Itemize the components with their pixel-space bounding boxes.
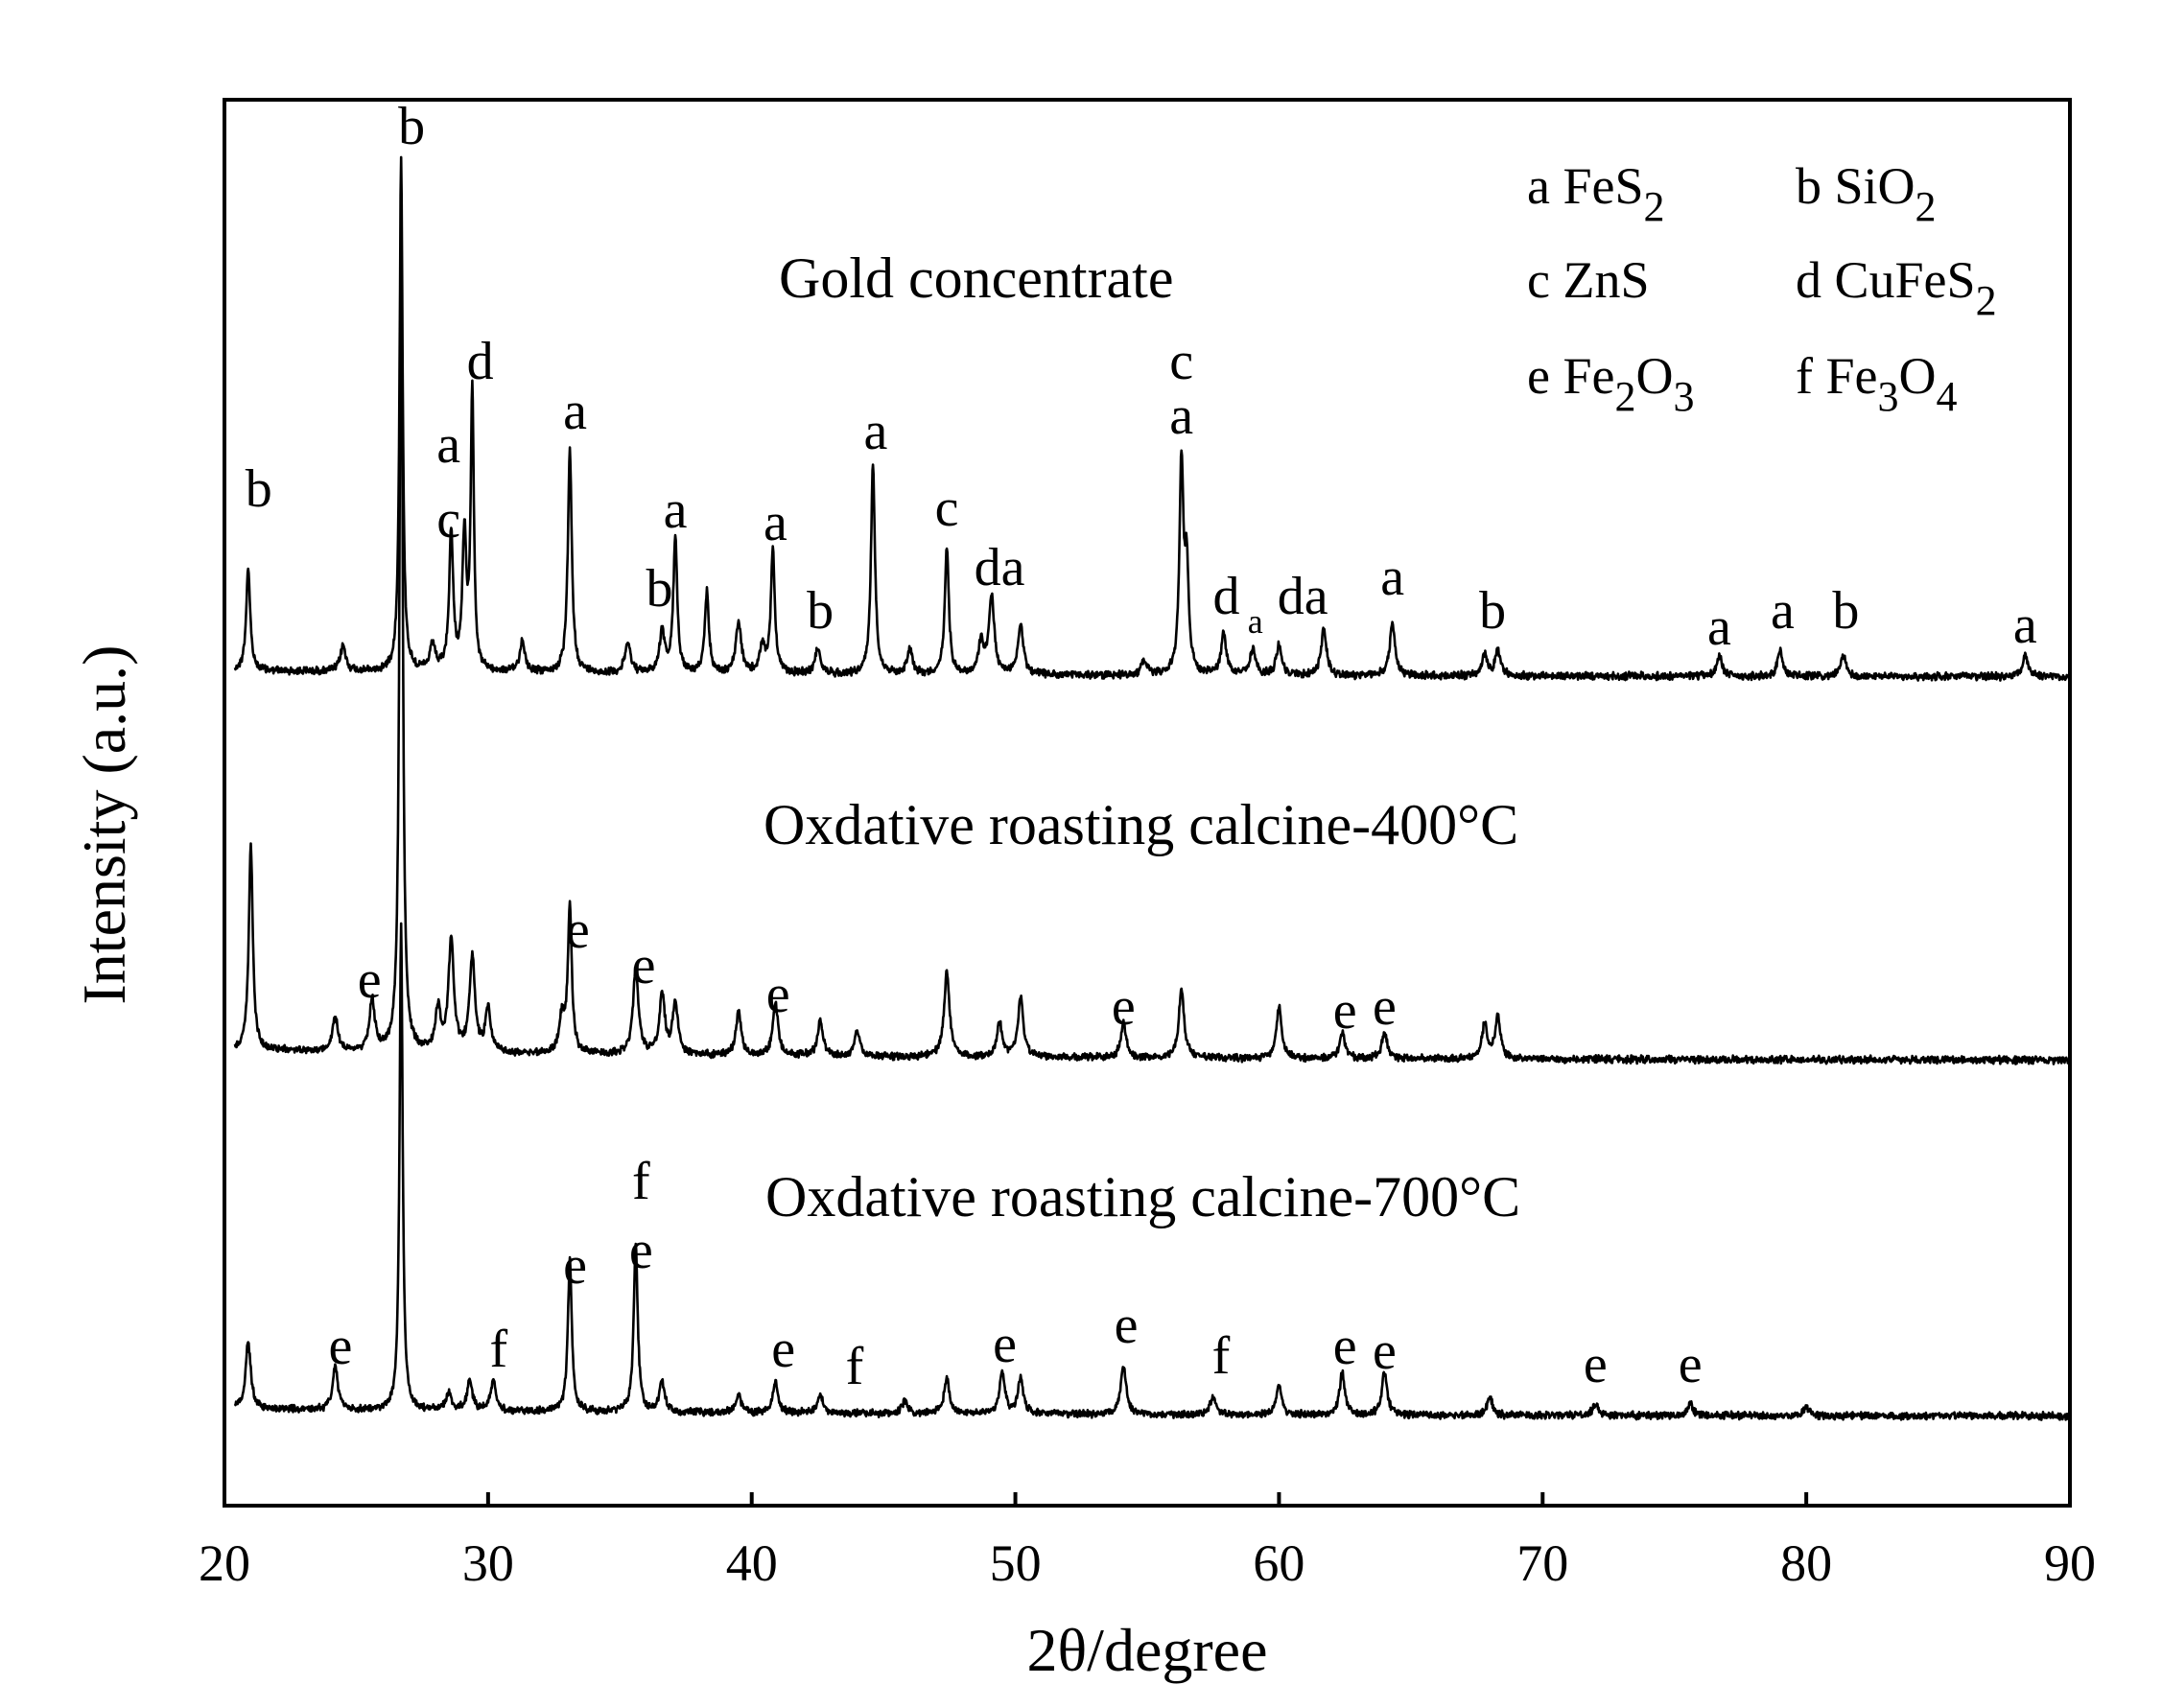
legend-label: Fe	[1563, 347, 1614, 405]
x-axis-title: 2θ/degree	[1027, 1616, 1268, 1684]
legend-label: FeS	[1563, 157, 1643, 215]
legend-entry: a FeS2	[1527, 157, 1665, 230]
peak-label: e	[566, 901, 590, 960]
x-tick-label: 30	[462, 1534, 514, 1592]
legend-entry: e Fe2O3	[1527, 347, 1694, 420]
legend-sub: 2	[1915, 183, 1937, 230]
plot-frame	[223, 98, 2072, 1508]
legend-key: d	[1796, 251, 1835, 309]
peak-label: b	[646, 559, 673, 619]
peak-label: a	[1169, 386, 1193, 446]
x-tick-label: 90	[2044, 1534, 2096, 1592]
legend-label: CuFeS	[1835, 251, 1976, 309]
legend-key: a	[1527, 157, 1563, 215]
peak-label: b	[1832, 581, 1859, 641]
peak-label: c	[935, 479, 959, 538]
peak-label: b	[398, 97, 425, 156]
x-tick-label: 20	[199, 1534, 250, 1592]
peak-label: e	[1373, 1322, 1397, 1381]
x-tick-label: 40	[726, 1534, 778, 1592]
legend-entry: c ZnS	[1527, 251, 1650, 309]
x-axis-tick-labels: 20 30 40 50 60 70 80 90	[199, 1534, 2096, 1592]
peak-label: a	[863, 402, 887, 461]
peak-label: a	[1707, 597, 1731, 657]
peak-label: a	[1248, 602, 1263, 641]
peak-label: f	[1212, 1326, 1231, 1386]
peak-label: c	[1169, 332, 1193, 391]
peak-label: a	[436, 415, 460, 475]
peak-label: f	[490, 1320, 508, 1379]
peak-label: da	[975, 538, 1025, 597]
legend-key: c	[1527, 251, 1563, 309]
x-tick-label: 50	[990, 1534, 1042, 1592]
peak-label: a	[2013, 596, 2037, 655]
peak-label: e	[766, 965, 790, 1024]
peak-label: e	[1373, 977, 1397, 1037]
legend-label: Fe	[1825, 347, 1877, 405]
legend-entry: b SiO2	[1796, 157, 1937, 230]
legend-entry: d CuFeS2	[1796, 251, 1997, 324]
peak-label: e	[629, 1221, 653, 1280]
legend-sub: 3	[1877, 373, 1898, 420]
peak-label: e	[1333, 981, 1357, 1041]
peak-label: d	[1212, 567, 1239, 626]
peak-label: a	[1380, 548, 1404, 607]
legend-label2: O	[1898, 347, 1936, 405]
series-label-calcine-400: Oxdative roasting calcine-400°C	[764, 793, 1518, 856]
peak-label: a	[764, 493, 787, 552]
series-label-calcine-700: Oxdative roasting calcine-700°C	[765, 1165, 1520, 1228]
peak-label: e	[1115, 1296, 1139, 1355]
peak-label: e	[1333, 1317, 1357, 1376]
peak-label: da	[1278, 567, 1328, 626]
peak-label: e	[632, 936, 656, 995]
peak-label: c	[436, 490, 460, 550]
peak-label: e	[771, 1320, 795, 1379]
legend-label: SiO	[1835, 157, 1915, 215]
legend-key: f	[1796, 347, 1825, 405]
peak-label: e	[329, 1317, 353, 1376]
peak-label: b	[807, 581, 834, 641]
legend-label: ZnS	[1563, 251, 1649, 309]
peak-label: d	[467, 332, 494, 391]
xrd-trace	[233, 922, 2070, 1421]
peak-label: f	[632, 1152, 650, 1211]
peak-label: e	[563, 1236, 587, 1296]
legend-sub2: 3	[1673, 373, 1694, 420]
peak-label: e	[1584, 1335, 1608, 1394]
series-label-gold-concentrate: Gold concentrate	[779, 246, 1173, 310]
peak-label: b	[246, 459, 272, 519]
legend-key: b	[1796, 157, 1835, 215]
peak-label: a	[664, 480, 688, 540]
legend-sub: 2	[1644, 183, 1665, 230]
x-tick-label: 60	[1253, 1534, 1304, 1592]
peak-label: e	[358, 950, 382, 1010]
xrd-trace	[233, 190, 2070, 1065]
peak-label: f	[846, 1337, 864, 1396]
peak-label: a	[563, 382, 587, 441]
x-tick-label: 80	[1780, 1534, 1832, 1592]
peak-label: a	[1771, 581, 1795, 641]
legend-sub: 2	[1976, 277, 1997, 324]
legend-entry: f Fe3O4	[1796, 347, 1957, 420]
x-axis-ticks	[223, 1492, 2072, 1506]
x-tick-label: 70	[1516, 1534, 1568, 1592]
legend-label2: O	[1635, 347, 1673, 405]
legend-sub2: 4	[1936, 373, 1957, 420]
peak-label: e	[993, 1315, 1017, 1374]
legend-key: e	[1527, 347, 1563, 405]
peak-label: e	[1112, 977, 1136, 1037]
diffraction-patterns	[233, 155, 2070, 1421]
peak-label: b	[1479, 581, 1506, 641]
xrd-trace	[233, 155, 2070, 682]
legend-sub: 2	[1614, 373, 1635, 420]
y-axis-title: Intensity (a.u.)	[70, 645, 138, 1005]
peak-label: e	[1679, 1335, 1703, 1394]
